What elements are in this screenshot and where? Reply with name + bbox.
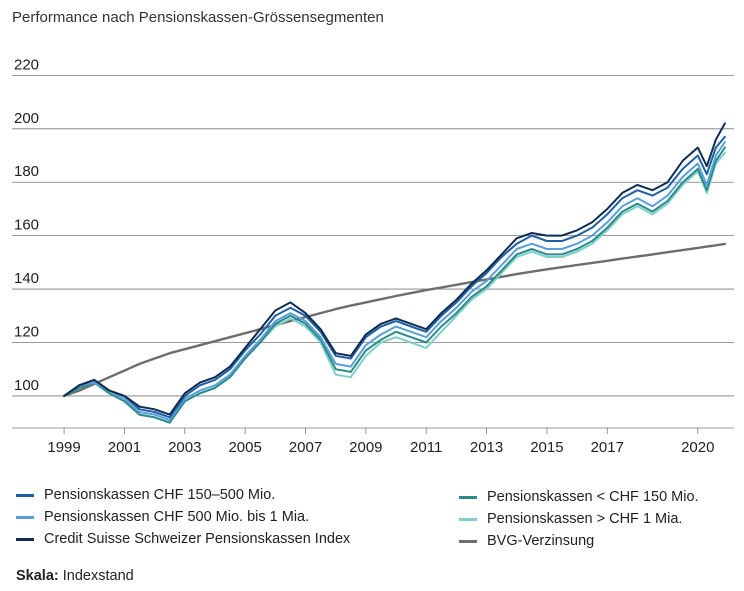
series-lines	[62, 122, 727, 424]
legend-item: Pensionskassen CHF 150–500 Mio.	[16, 484, 350, 506]
legend-swatch	[16, 515, 34, 519]
legend-swatch	[459, 495, 477, 499]
y-tick-label: 180	[14, 163, 39, 180]
scale-text: Indexstand	[62, 568, 134, 584]
scale-label: Skala:	[16, 568, 59, 584]
legend-right: Pensionskassen < CHF 150 Mio. Pensionska…	[459, 486, 699, 552]
series-line	[63, 135, 726, 419]
x-tick-label: 2020	[681, 439, 714, 456]
series-line	[63, 151, 726, 424]
legend-left: Pensionskassen CHF 150–500 Mio. Pensions…	[16, 484, 350, 550]
legend-item: Pensionskassen > CHF 1 Mia.	[459, 508, 699, 530]
chart-title: Performance nach Pensionskassen-Grössens…	[12, 9, 384, 26]
x-tick-label: 2007	[289, 439, 322, 456]
legend-swatch	[16, 493, 34, 497]
legend-item: Credit Suisse Schweizer Pensionskassen I…	[16, 528, 350, 550]
legend-label: Pensionskassen > CHF 1 Mia.	[487, 511, 683, 527]
x-tick-label: 2005	[228, 439, 261, 456]
series-line	[63, 146, 726, 424]
x-tick-label: 2015	[530, 439, 563, 456]
legend-label: Credit Suisse Schweizer Pensionskassen I…	[44, 531, 351, 547]
legend-label: Pensionskassen CHF 500 Mio. bis 1 Mia.	[44, 509, 310, 525]
y-tick-label: 200	[14, 110, 39, 127]
legend-label: Pensionskassen < CHF 150 Mio.	[487, 489, 699, 505]
y-tick-label: 140	[14, 270, 39, 287]
y-tick-label: 160	[14, 217, 39, 234]
legend-label: Pensionskassen CHF 150–500 Mio.	[44, 487, 276, 503]
legend-swatch	[16, 537, 34, 541]
axis	[12, 427, 734, 434]
legend-label: BVG-Verzinsung	[487, 533, 595, 549]
legend-item: Pensionskassen CHF 500 Mio. bis 1 Mia.	[16, 506, 350, 528]
x-tick-label: 2011	[410, 439, 442, 456]
legend-item: Pensionskassen < CHF 150 Mio.	[459, 486, 699, 508]
x-tick-label: 2017	[591, 439, 624, 456]
y-tick-label: 220	[14, 56, 39, 73]
series-line	[63, 141, 726, 421]
x-tick-label: 1999	[47, 439, 80, 456]
x-tick-label: 2013	[470, 439, 503, 456]
legend-swatch	[459, 539, 477, 543]
legend-item: BVG-Verzinsung	[459, 530, 699, 552]
y-tick-label: 120	[14, 324, 39, 341]
x-tick-label: 2003	[168, 439, 201, 456]
grid-lines	[12, 74, 734, 397]
legend-swatch	[459, 517, 477, 521]
y-tick-label: 100	[14, 377, 39, 394]
series-line	[63, 122, 726, 416]
tick-labels: 100 120 140 160 180 200 220 1999 2001 2003 2005 200…	[14, 56, 714, 456]
line-chart: 100 120 140 160 180 200 220 1999 2001 2003 2005 200…	[12, 56, 734, 456]
scale-note: Skala: Indexstand	[16, 568, 134, 584]
x-tick-label: 2009	[349, 439, 382, 456]
series-line	[62, 242, 727, 398]
x-tick-label: 2001	[108, 439, 141, 456]
